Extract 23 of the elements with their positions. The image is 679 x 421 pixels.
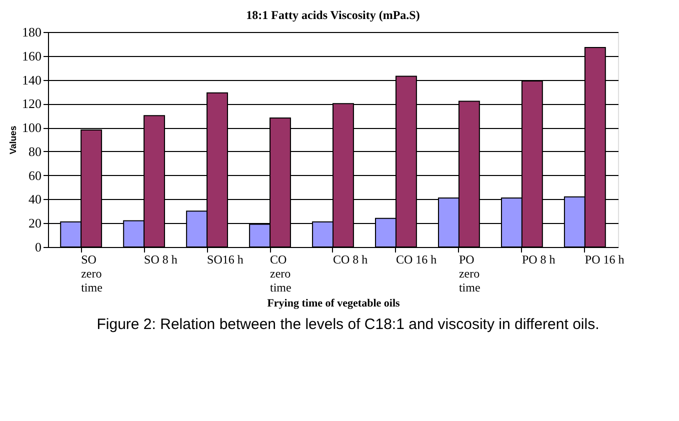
caption: Figure 2: Relation between the levels of C18:1 and viscosity in different oils. xyxy=(96,316,600,333)
x-tick-label: CO 16 h xyxy=(396,252,437,266)
y-tick-label: 120 xyxy=(22,96,42,112)
y-tick-label: 180 xyxy=(22,24,42,40)
y-axis-title: Values xyxy=(8,126,18,154)
chart-title: 18:1 Fatty acids Viscosity (mPa.S) xyxy=(246,8,420,22)
x-tick-label: SO zero time xyxy=(81,252,102,294)
y-tick-label: 20 xyxy=(28,216,42,231)
y-tick-label: 60 xyxy=(28,168,42,183)
x-tick-label: PO 16 h xyxy=(584,252,624,266)
x-tick-label: PO zero time xyxy=(458,252,480,294)
x-tick-label: PO 8 h xyxy=(522,252,556,266)
y-tick-label: 0 xyxy=(35,240,42,254)
y-tick-label: 160 xyxy=(22,48,42,64)
y-tick-label: 140 xyxy=(22,72,42,88)
x-tick-label: SO 8 h xyxy=(144,252,178,266)
y-tick-label: 40 xyxy=(28,192,42,207)
y-tick-label: 80 xyxy=(28,144,42,159)
x-tick-label: CO 8 h xyxy=(333,252,368,266)
x-axis-title: Frying time of vegetable oils xyxy=(267,298,400,310)
x-tick-label: CO zero time xyxy=(270,252,292,294)
x-tick-label: SO16 h xyxy=(207,252,244,266)
y-tick-label: 100 xyxy=(22,120,42,136)
